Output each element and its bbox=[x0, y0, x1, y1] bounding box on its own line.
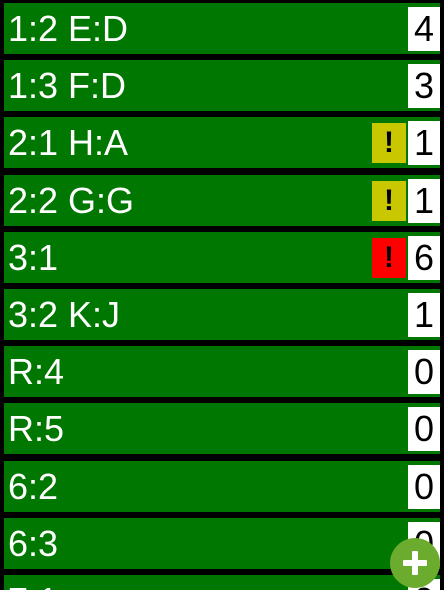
row-label: 6:2 bbox=[8, 464, 58, 509]
row-label: R:5 bbox=[8, 406, 64, 451]
row-label: 1:3 F:D bbox=[8, 63, 126, 108]
count-badge: 4 bbox=[408, 7, 440, 51]
list-item[interactable]: 2:2 G:G! 1 bbox=[4, 175, 440, 226]
list-item[interactable]: 1:2 E:D 4 bbox=[4, 3, 440, 54]
count-badge: 0 bbox=[408, 407, 440, 451]
row-secondary-text: K:J bbox=[68, 294, 121, 335]
row-primary-text: 3:2 bbox=[8, 294, 59, 335]
list-item[interactable]: 1:3 F:D 3 bbox=[4, 60, 440, 111]
list-item[interactable]: R:5 0 bbox=[4, 403, 440, 454]
count-badge: 1 bbox=[408, 293, 440, 337]
count-badge: 1 bbox=[408, 121, 440, 165]
list-item[interactable]: 7:10 bbox=[4, 575, 440, 590]
row-secondary-text: H:A bbox=[68, 122, 129, 163]
alert-icon: ! bbox=[372, 181, 406, 221]
count-badge: 6 bbox=[408, 236, 440, 280]
row-primary-text: 6:2 bbox=[8, 466, 59, 507]
row-primary-text: 1:2 bbox=[8, 8, 59, 49]
row-label: 1:2 E:D bbox=[8, 6, 128, 51]
row-secondary-text: G:G bbox=[68, 180, 135, 221]
row-secondary-text: E:D bbox=[68, 8, 129, 49]
add-button[interactable] bbox=[390, 538, 440, 588]
count-badge: 0 bbox=[408, 350, 440, 394]
list-item[interactable]: 3:2 K:J 1 bbox=[4, 289, 440, 340]
row-primary-text: 3:1 bbox=[8, 237, 59, 278]
row-label: R:4 bbox=[8, 349, 64, 394]
alert-icon: ! bbox=[372, 123, 406, 163]
row-label: 2:1 H:A bbox=[8, 120, 128, 165]
row-label: 3:1 bbox=[8, 235, 58, 280]
row-label: 7:1 bbox=[8, 578, 58, 590]
count-badge: 0 bbox=[408, 465, 440, 509]
list-item[interactable]: 6:2 0 bbox=[4, 461, 440, 512]
row-primary-text: 2:1 bbox=[8, 122, 59, 163]
count-badge: 3 bbox=[408, 64, 440, 108]
row-primary-text: R:4 bbox=[8, 351, 65, 392]
row-primary-text: 7:1 bbox=[8, 580, 58, 590]
alert-icon: ! bbox=[372, 238, 406, 278]
list-item[interactable]: 3:1! 6 bbox=[4, 232, 440, 283]
row-label: 6:3 bbox=[8, 521, 58, 566]
row-primary-text: 2:2 bbox=[8, 180, 59, 221]
row-secondary-text: F:D bbox=[68, 65, 127, 106]
list-item[interactable]: R:4 0 bbox=[4, 346, 440, 397]
list-item[interactable]: 6:30 bbox=[4, 518, 440, 569]
row-primary-text: 1:3 bbox=[8, 65, 59, 106]
row-label: 2:2 G:G bbox=[8, 178, 134, 223]
count-badge: 1 bbox=[408, 179, 440, 223]
row-primary-text: R:5 bbox=[8, 408, 65, 449]
list-item[interactable]: 2:1 H:A! 1 bbox=[4, 117, 440, 168]
row-primary-text: 6:3 bbox=[8, 523, 59, 564]
row-label: 3:2 K:J bbox=[8, 292, 120, 337]
